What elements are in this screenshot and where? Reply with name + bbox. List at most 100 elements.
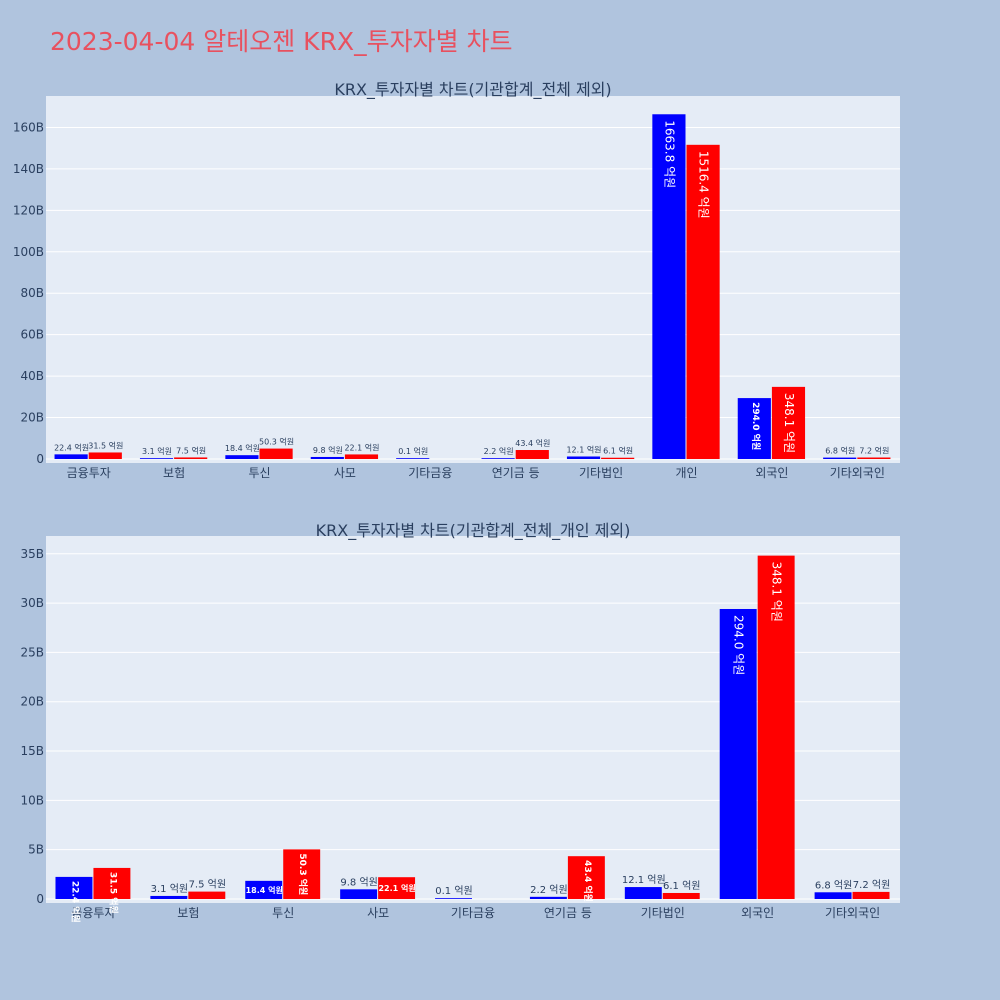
data-label: 22.4 억원 (69, 881, 81, 923)
data-label: 348.1 억원 (770, 562, 784, 622)
data-label: 43.4 억원 (515, 438, 550, 448)
data-label: 31.5 억원 (88, 440, 123, 450)
x-tick-label: 금융투자 (71, 906, 115, 920)
data-label: 12.1 억원 (622, 874, 666, 886)
bar (396, 458, 430, 459)
x-tick-label: 투신 (248, 466, 270, 480)
bar (259, 448, 293, 459)
bar (340, 889, 378, 899)
data-label: 6.1 억원 (663, 880, 700, 892)
x-tick-label: 기타법인 (579, 466, 623, 480)
y-tick-label: 35B (20, 547, 44, 561)
bar (686, 144, 720, 459)
bar (310, 456, 344, 459)
x-tick-label: 외국인 (755, 466, 788, 480)
chart-1: 0 20B 40B 60B 80B 100B 120B 140B 160B KRX_투자자별 차트… (13, 80, 900, 480)
data-label: 294.0 억원 (750, 402, 762, 450)
data-label: 7.5 억원 (176, 445, 206, 455)
x-tick-label: 보험 (177, 906, 199, 920)
bar (852, 891, 890, 899)
y-tick-label: 15B (20, 744, 44, 758)
bar (225, 455, 259, 459)
bar (150, 895, 188, 899)
y-tick-label: 160B (13, 120, 44, 134)
bar (378, 877, 416, 899)
bar (567, 856, 605, 899)
x-tick-label: 개인 (675, 466, 697, 480)
x-tick-label: 기타외국인 (825, 906, 880, 920)
bar (344, 454, 379, 459)
x-tick-label: 기타금융 (408, 466, 452, 480)
bar (566, 456, 601, 459)
y-tick-label: 0 (36, 452, 44, 466)
data-label: 22.1 억원 (344, 442, 379, 452)
data-label: 18.4 억원 (225, 443, 260, 453)
bar (245, 880, 283, 899)
data-label: 7.5 억원 (189, 879, 226, 891)
x-tick-label: 투신 (272, 906, 294, 920)
data-label: 0.1 억원 (398, 446, 428, 456)
data-label: 6.8 억원 (825, 446, 855, 456)
y-tick-label: 120B (13, 203, 44, 217)
y-tick-label: 20B (20, 411, 44, 425)
data-label: 294.0 억원 (732, 615, 746, 675)
x-tick-label: 보험 (163, 466, 185, 480)
x-tick-label: 외국인 (741, 906, 774, 920)
y-tick-label: 100B (13, 245, 44, 259)
data-label: 43.4 억원 (582, 860, 594, 902)
data-label: 50.3 억원 (297, 853, 309, 895)
data-label: 348.1 억원 (782, 393, 796, 453)
chart-2: 0 5B 10B 15B 20B 25B 30B 35B KRX_투자자별 차트(기관합계_전체… (20, 521, 900, 923)
x-tick-label: 연기금 등 (492, 466, 540, 480)
data-label: 1516.4 억원 (697, 151, 711, 219)
bar (515, 450, 549, 459)
y-tick-label: 40B (20, 369, 44, 383)
y-tick-label: 0 (36, 892, 44, 906)
data-label: 0.1 억원 (435, 885, 472, 897)
y-tick-label: 20B (20, 695, 44, 709)
data-label: 22.1 억원 (378, 883, 415, 893)
bar (54, 454, 88, 459)
x-tick-label: 기타외국인 (830, 466, 885, 480)
data-label: 6.8 억원 (815, 879, 852, 891)
bar (139, 458, 174, 459)
chart-title: KRX_투자자별 차트(기관합계_전체_개인 제외) (316, 521, 631, 541)
data-label: 7.2 억원 (853, 879, 890, 891)
data-label: 9.8 억원 (340, 876, 377, 888)
data-label: 2.2 억원 (530, 884, 567, 896)
bar (283, 849, 321, 899)
x-tick-label: 연기금 등 (544, 906, 592, 920)
bar (435, 898, 472, 899)
data-label: 2.2 억원 (484, 446, 514, 456)
bar (88, 452, 122, 459)
bar (857, 457, 891, 459)
x-tick-label: 금융투자 (67, 466, 111, 480)
y-tick-label: 30B (20, 596, 44, 610)
bar (188, 891, 226, 899)
data-label: 50.3 억원 (259, 437, 294, 447)
x-tick-label: 기타법인 (641, 906, 685, 920)
bar (771, 386, 806, 459)
y-tick-label: 10B (20, 793, 44, 807)
y-tick-label: 80B (20, 286, 44, 300)
bar (174, 457, 208, 459)
bar (529, 896, 567, 899)
bar (719, 608, 757, 899)
data-label: 18.4 억원 (246, 885, 283, 895)
data-label: 3.1 억원 (142, 446, 172, 456)
bar (93, 867, 131, 899)
bar (823, 457, 857, 459)
x-tick-label: 기타금융 (451, 906, 495, 920)
bar (481, 458, 515, 459)
x-tick-label: 사모 (334, 466, 356, 480)
data-label: 3.1 억원 (151, 883, 188, 895)
y-tick-label: 60B (20, 328, 44, 342)
bar (757, 555, 795, 899)
bar (601, 457, 635, 459)
data-label: 12.1 억원 (566, 444, 601, 454)
chart-title: KRX_투자자별 차트(기관합계_전체 제외) (334, 80, 611, 100)
y-tick-label: 25B (20, 645, 44, 659)
bar (652, 114, 686, 459)
data-label: 7.2 억원 (859, 446, 889, 456)
